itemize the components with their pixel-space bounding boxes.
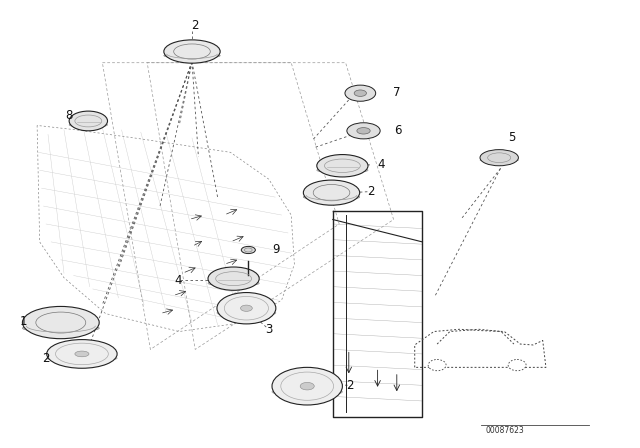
Ellipse shape [164, 40, 220, 63]
Text: 3: 3 [265, 323, 273, 336]
Text: 7: 7 [393, 86, 401, 99]
Ellipse shape [272, 387, 342, 396]
Ellipse shape [208, 280, 259, 286]
Ellipse shape [480, 158, 518, 162]
Ellipse shape [69, 122, 108, 127]
Ellipse shape [357, 128, 370, 134]
Text: 4: 4 [377, 158, 385, 172]
Ellipse shape [164, 53, 220, 59]
Ellipse shape [508, 359, 526, 370]
Ellipse shape [272, 367, 342, 405]
Ellipse shape [303, 194, 360, 200]
Ellipse shape [217, 293, 276, 324]
Text: 2: 2 [42, 352, 50, 365]
Ellipse shape [69, 111, 108, 131]
Ellipse shape [300, 383, 314, 390]
Text: 1: 1 [19, 315, 27, 328]
Text: 2: 2 [367, 185, 375, 198]
Ellipse shape [22, 306, 99, 339]
Ellipse shape [241, 246, 255, 254]
Ellipse shape [22, 324, 99, 332]
Ellipse shape [303, 180, 360, 205]
Ellipse shape [428, 359, 446, 370]
Text: 2: 2 [191, 19, 199, 33]
Ellipse shape [480, 150, 518, 166]
Text: 4: 4 [174, 273, 182, 287]
Text: 9: 9 [273, 243, 280, 257]
Ellipse shape [47, 340, 117, 368]
Ellipse shape [208, 267, 259, 290]
Text: 2: 2 [346, 379, 354, 392]
Text: 5: 5 [508, 131, 516, 145]
Ellipse shape [317, 168, 368, 173]
Ellipse shape [345, 85, 376, 101]
Text: 00087623: 00087623 [485, 426, 524, 435]
Ellipse shape [241, 305, 252, 311]
Ellipse shape [217, 309, 276, 317]
Ellipse shape [317, 155, 368, 177]
Text: 6: 6 [394, 124, 402, 137]
Ellipse shape [75, 351, 89, 357]
Ellipse shape [47, 355, 117, 362]
Ellipse shape [354, 90, 367, 96]
Ellipse shape [347, 123, 380, 139]
Text: 8: 8 [65, 109, 73, 122]
